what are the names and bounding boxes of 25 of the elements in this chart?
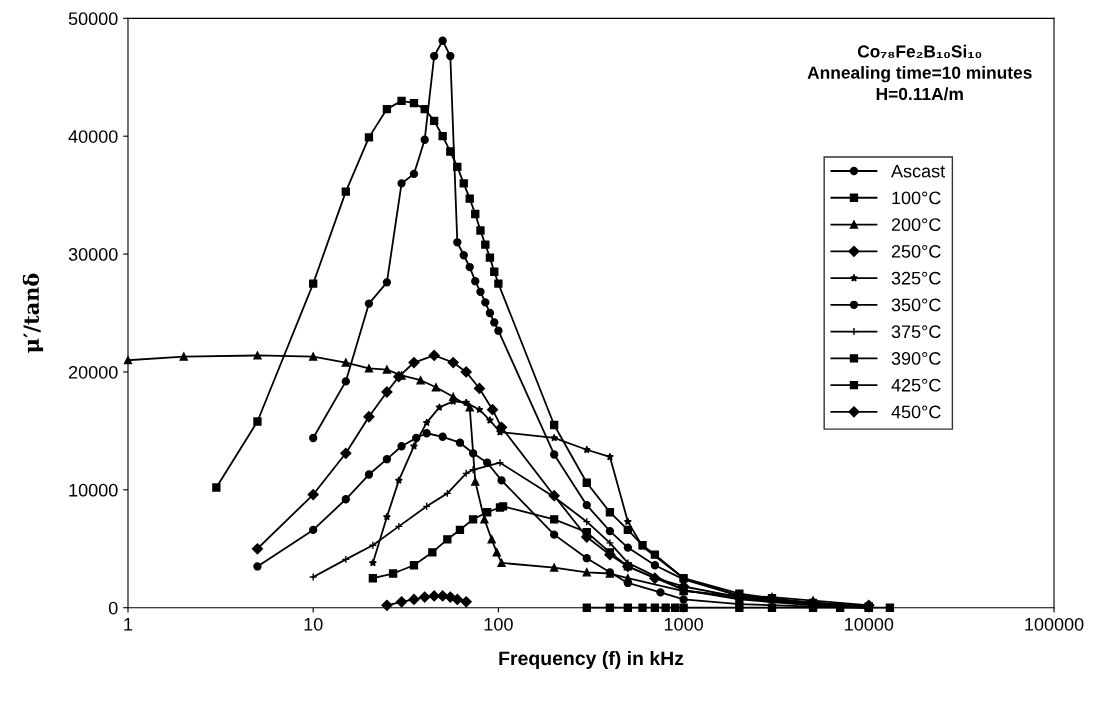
legend-label: 390°C [891,352,941,365]
x-tick-label: 1000 [664,617,703,631]
legend-label: 450°C [891,405,941,419]
legend-label: 200°C [891,218,941,232]
legend-label: 250°C [891,245,941,258]
y-tick-label: 50000 [68,12,118,26]
y-tick-label: 10000 [69,483,118,497]
legend-label: 375°C [891,325,941,339]
y-tick-label: 0 [108,601,118,615]
y-tick-label: 30000 [68,248,118,261]
x-axis-title: Frequency (f) in kHz [499,650,684,670]
x-tick-label: 100000 [1025,617,1084,631]
x-tick-label: 100 [484,617,513,631]
legend-label: 425°C [891,378,941,392]
y-tick-label: 20000 [68,365,118,379]
legend-label: 100°C [892,191,941,205]
legend-label: 325°C [891,271,941,285]
x-tick-label: 1 [124,618,133,631]
annotation: Co₇₈Fe₂B₁₀Si₁₀ Annealing time=10 minutes H=0.11A/m [807,44,1032,101]
y-tick-label: 40000 [68,130,118,143]
y-axis-title: μ′/tanδ [22,273,44,353]
x-tick-label: 10000 [845,617,894,631]
legend-label: 350°C [891,298,941,312]
legend-label: Ascast [891,164,946,178]
x-tick-label: 10 [304,617,323,631]
